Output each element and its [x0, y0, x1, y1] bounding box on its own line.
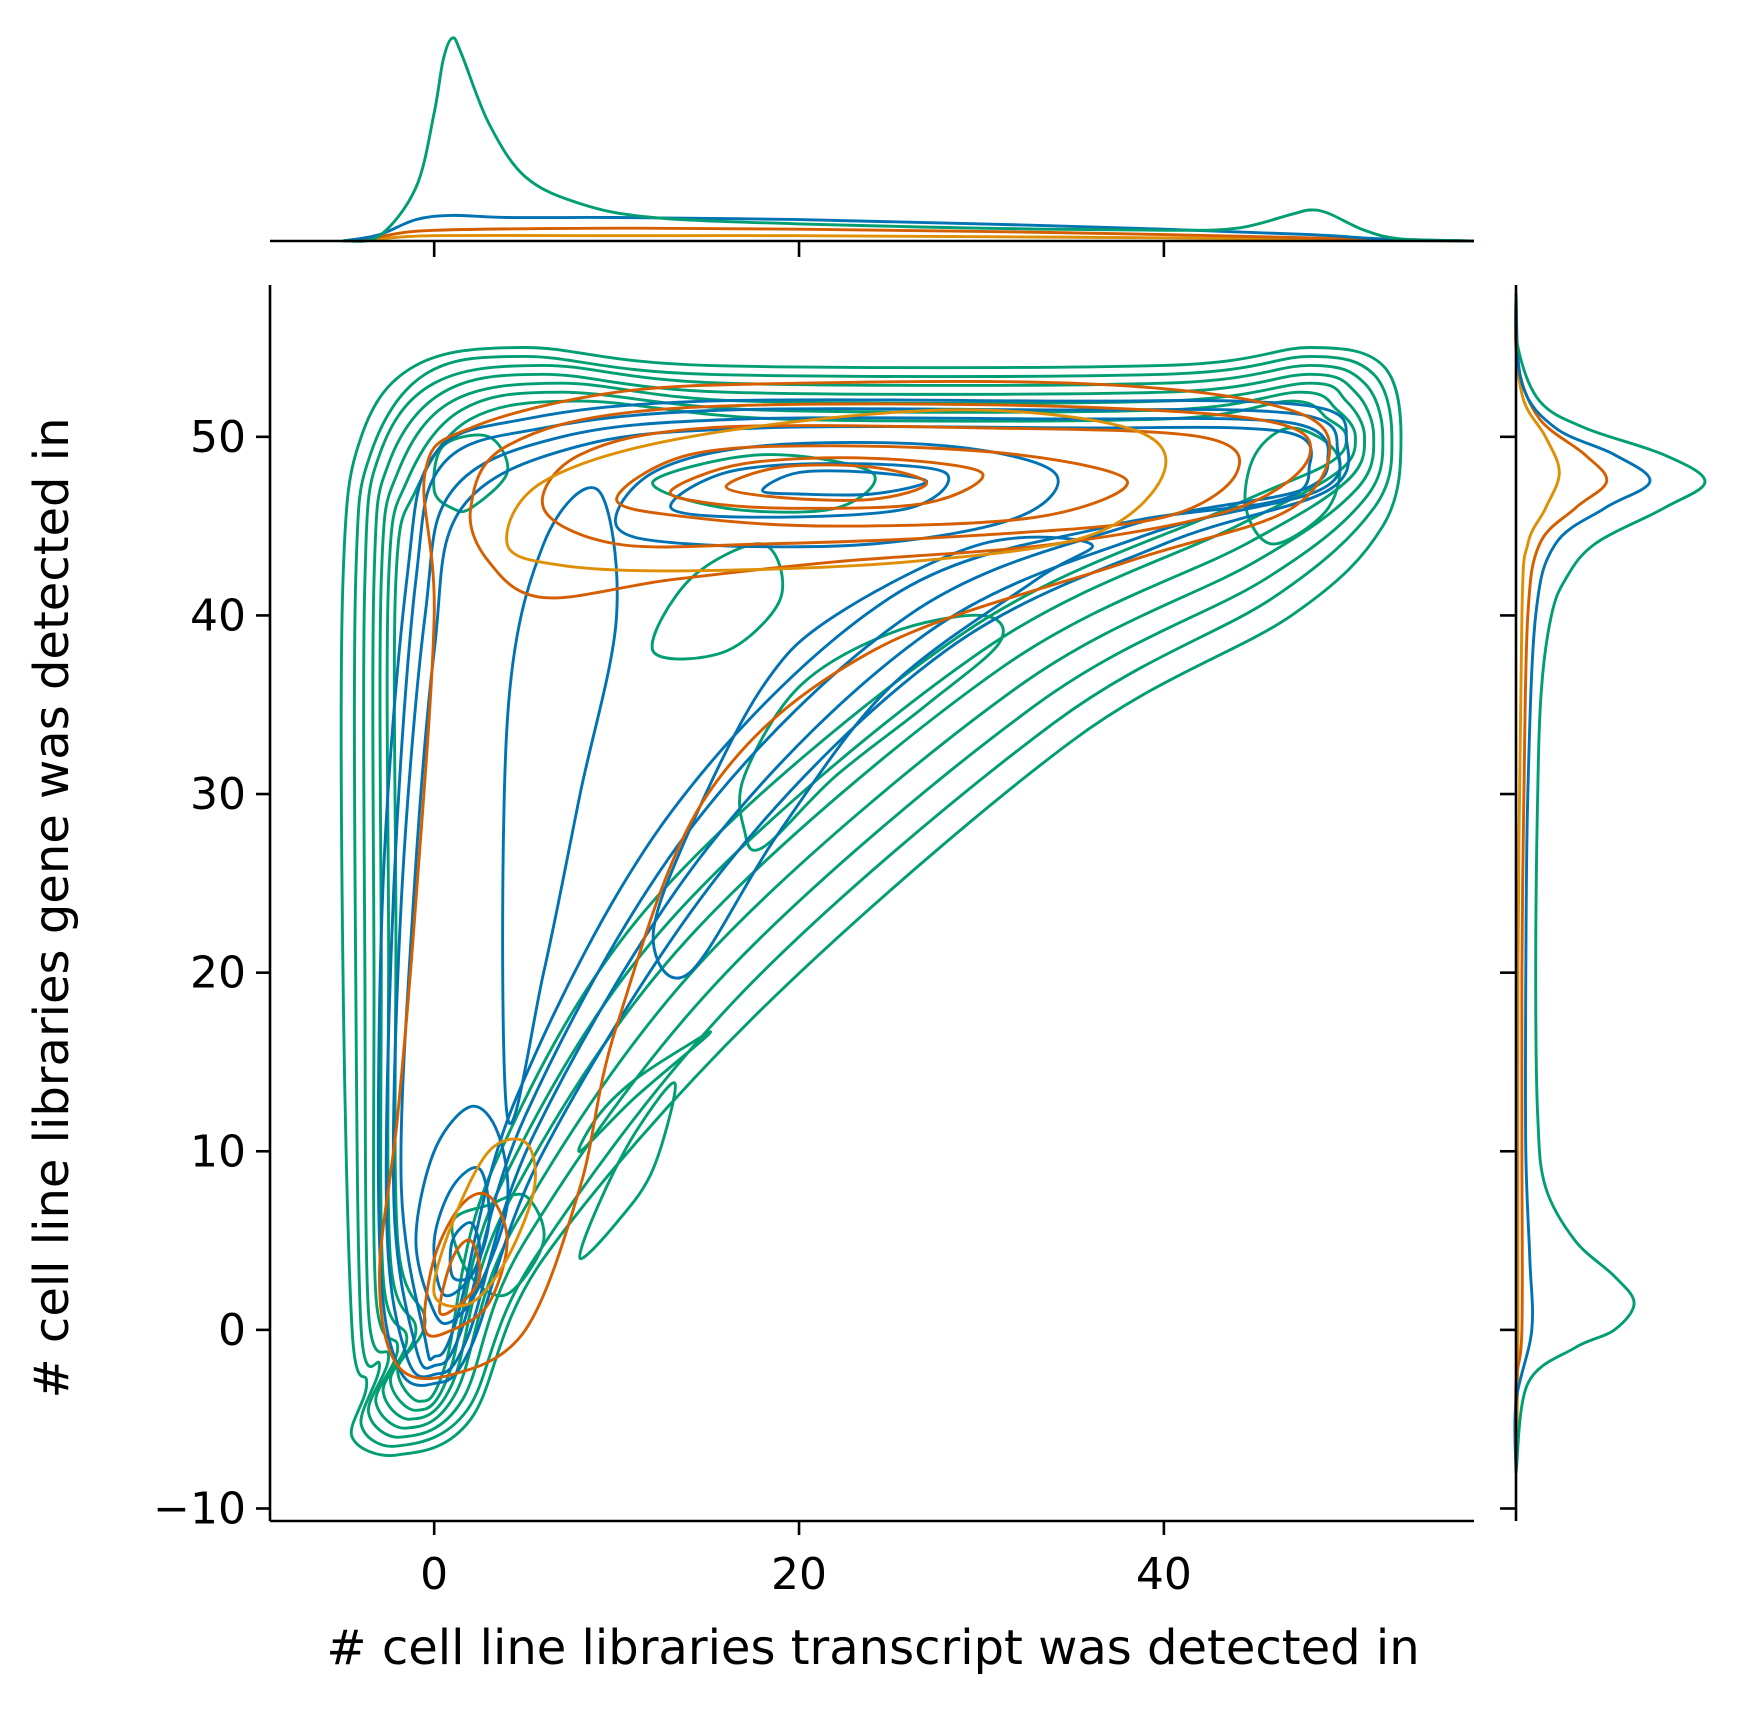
y-tick-label: 0 [218, 1305, 246, 1356]
x-tick-label: 0 [420, 1549, 448, 1600]
y-tick-label: 20 [190, 948, 246, 999]
main-contour-area [339, 346, 1403, 1457]
contour-line [391, 416, 1330, 1370]
contour-line [578, 1081, 677, 1260]
y-axis-label: # cell line libraries gene was detected … [24, 417, 80, 1398]
contour-line [414, 1104, 510, 1326]
contour-line [384, 407, 1342, 1379]
y-marginal-orange-curve [1514, 293, 1609, 1473]
contour-line [724, 463, 929, 502]
x-tick-label: 40 [1136, 1549, 1192, 1600]
contour-line [651, 535, 1094, 980]
y-tick-label: 50 [190, 412, 246, 463]
x-axis-label: # cell line libraries transcript was det… [326, 1620, 1419, 1676]
y-marginal-green-curve [1514, 293, 1707, 1473]
contour-line [540, 424, 1242, 549]
contour-lines [339, 346, 1403, 1457]
contour-line [468, 402, 1313, 600]
y-tick-label: −10 [153, 1483, 246, 1534]
contour-line [362, 363, 1385, 1439]
contour-line [438, 1238, 482, 1317]
contour-line [615, 444, 1129, 528]
contour-line [650, 542, 785, 661]
contour-line [651, 453, 877, 514]
contour-series-3 [378, 380, 1332, 1381]
y-marginal-kde [1513, 293, 1707, 1473]
contour-line [669, 462, 951, 519]
y-marginal-blue-curve [1513, 293, 1652, 1473]
x-marginal-green-curve [342, 36, 1475, 243]
contour-line [399, 425, 1313, 1362]
y-tick-label: 10 [190, 1126, 246, 1177]
contour-line [378, 381, 1366, 1421]
y-marginal-gold-curve [1513, 293, 1561, 1473]
contour-line [352, 354, 1394, 1448]
contour-line [385, 390, 1357, 1412]
contour-line [432, 1137, 537, 1308]
y-tick-label: 40 [190, 590, 246, 641]
x-tick-label: 20 [771, 1549, 827, 1600]
contour-line [577, 1030, 712, 1153]
y-tick-label: 30 [190, 769, 246, 820]
contour-line [505, 408, 1168, 573]
contour-series-4 [432, 408, 1168, 1308]
x-marginal-kde [342, 36, 1475, 243]
contour-line [668, 456, 985, 510]
x-marginal-blue-curve [342, 213, 1475, 243]
y-marginal-curves [1513, 293, 1707, 1473]
contour-line [448, 1221, 482, 1282]
contour-line [614, 440, 1060, 549]
axes: 0 20 40 −10 0 10 20 30 40 50 [153, 239, 1518, 1600]
x-marginal-curves [342, 36, 1475, 243]
x-marginal-orange-curve [342, 226, 1475, 243]
x-marginal-gold-curve [342, 233, 1475, 243]
contour-line [422, 1191, 509, 1338]
contour-line [378, 380, 1332, 1381]
